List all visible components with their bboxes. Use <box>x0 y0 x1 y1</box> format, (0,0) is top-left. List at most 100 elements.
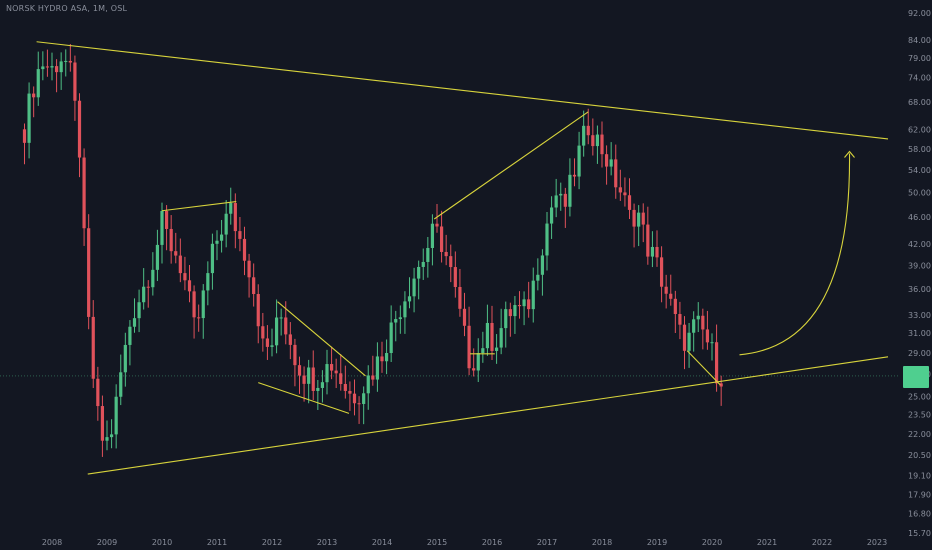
candle-up <box>36 69 40 98</box>
y-tick-label: 54.00 <box>908 166 931 175</box>
candle-up <box>403 301 407 318</box>
candle-down <box>329 364 334 371</box>
candle-up <box>142 286 146 303</box>
candle-down <box>233 203 237 232</box>
candle-up <box>215 240 219 244</box>
candle-down <box>719 383 723 387</box>
candle-up <box>59 61 63 73</box>
candle-down <box>238 231 242 239</box>
candle-down <box>91 316 95 379</box>
candle-down <box>627 195 632 210</box>
candle-up <box>320 382 325 388</box>
candle-up <box>316 387 320 391</box>
candle-down <box>618 187 622 193</box>
candle-down <box>183 273 187 281</box>
candle-up <box>609 159 613 167</box>
x-tick-label: 2014 <box>372 538 392 547</box>
candle-up <box>568 174 572 207</box>
candle-down <box>82 157 86 229</box>
candle-down <box>682 324 687 351</box>
candle-down <box>45 66 50 68</box>
candle-up <box>224 213 228 235</box>
candle-down <box>614 159 618 188</box>
trendline-wedge-lower[interactable] <box>258 382 350 414</box>
candle-down <box>256 294 260 327</box>
candle-up <box>50 66 54 68</box>
y-tick-label: 92.00 <box>908 9 931 18</box>
candle-down <box>32 93 36 98</box>
candle-down <box>673 298 677 315</box>
candle-down <box>380 356 384 362</box>
candle-up <box>650 246 655 257</box>
y-tick-label: 36.00 <box>908 285 931 294</box>
candle-up <box>499 328 503 348</box>
candle-down <box>100 406 105 441</box>
projection-arrow[interactable] <box>739 153 851 356</box>
y-tick-label: 84.00 <box>908 36 931 45</box>
candle-up <box>710 342 714 344</box>
candle-up <box>536 274 540 281</box>
candle-down <box>472 368 476 371</box>
candle-down <box>517 305 522 307</box>
candle-down <box>242 238 247 261</box>
candle-up <box>119 372 123 397</box>
candle-up <box>513 305 517 317</box>
candle-down <box>435 223 439 227</box>
candle-up <box>531 280 535 310</box>
y-tick-label: 68.00 <box>908 98 931 107</box>
candle-down <box>678 314 682 325</box>
y-tick-label: 23.50 <box>908 411 931 420</box>
candle-down <box>187 280 192 292</box>
candle-down <box>87 228 91 317</box>
trendline-flag-2010[interactable] <box>161 200 237 212</box>
candle-down <box>572 174 577 177</box>
y-tick-label: 17.90 <box>908 491 931 500</box>
candle-up <box>545 223 549 256</box>
y-tick-label: 20.50 <box>908 451 931 460</box>
candle-down <box>68 60 72 63</box>
trendline-lower[interactable] <box>87 356 889 475</box>
x-tick-label: 2017 <box>537 538 557 547</box>
candle-up <box>155 244 160 270</box>
x-tick-label: 2016 <box>482 538 502 547</box>
y-tick-label: 79.00 <box>908 54 931 63</box>
y-tick-label: 15.70 <box>908 529 931 538</box>
x-tick-label: 2009 <box>97 538 117 547</box>
candle-down <box>371 375 375 380</box>
trendline-drop-2019[interactable] <box>686 350 721 386</box>
candle-down <box>458 286 462 309</box>
y-tick-label: 29.00 <box>908 349 931 358</box>
candle-up <box>554 195 558 208</box>
candle-up <box>137 302 141 319</box>
trendline-wedge-upper[interactable] <box>277 301 366 377</box>
candle-down <box>265 338 270 347</box>
y-tick-label: 50.00 <box>908 189 931 198</box>
candle-down <box>357 403 361 405</box>
candle-up <box>219 234 224 241</box>
candle-up <box>412 278 416 297</box>
candle-down <box>164 210 169 229</box>
candle-up <box>210 243 215 274</box>
candle-down <box>659 257 664 287</box>
y-tick-label: 74.00 <box>908 73 931 82</box>
candle-down <box>284 317 288 335</box>
candle-down <box>646 224 650 257</box>
trendline-rise-2015[interactable] <box>433 111 589 220</box>
candle-up <box>485 322 490 349</box>
candle-down <box>604 154 609 167</box>
candle-up <box>426 247 430 262</box>
candle-down <box>22 129 27 143</box>
candle-up <box>270 345 274 347</box>
current-price-badge <box>903 366 929 388</box>
trendline-upper[interactable] <box>36 41 889 140</box>
candle-up <box>206 273 210 291</box>
x-tick-label: 2010 <box>152 538 172 547</box>
candle-up <box>417 266 421 279</box>
candle-up <box>549 207 554 224</box>
candle-up <box>476 353 480 371</box>
candle-down <box>586 125 590 136</box>
candle-up <box>595 134 600 147</box>
candle-down <box>714 342 719 384</box>
candle-down <box>293 344 297 366</box>
